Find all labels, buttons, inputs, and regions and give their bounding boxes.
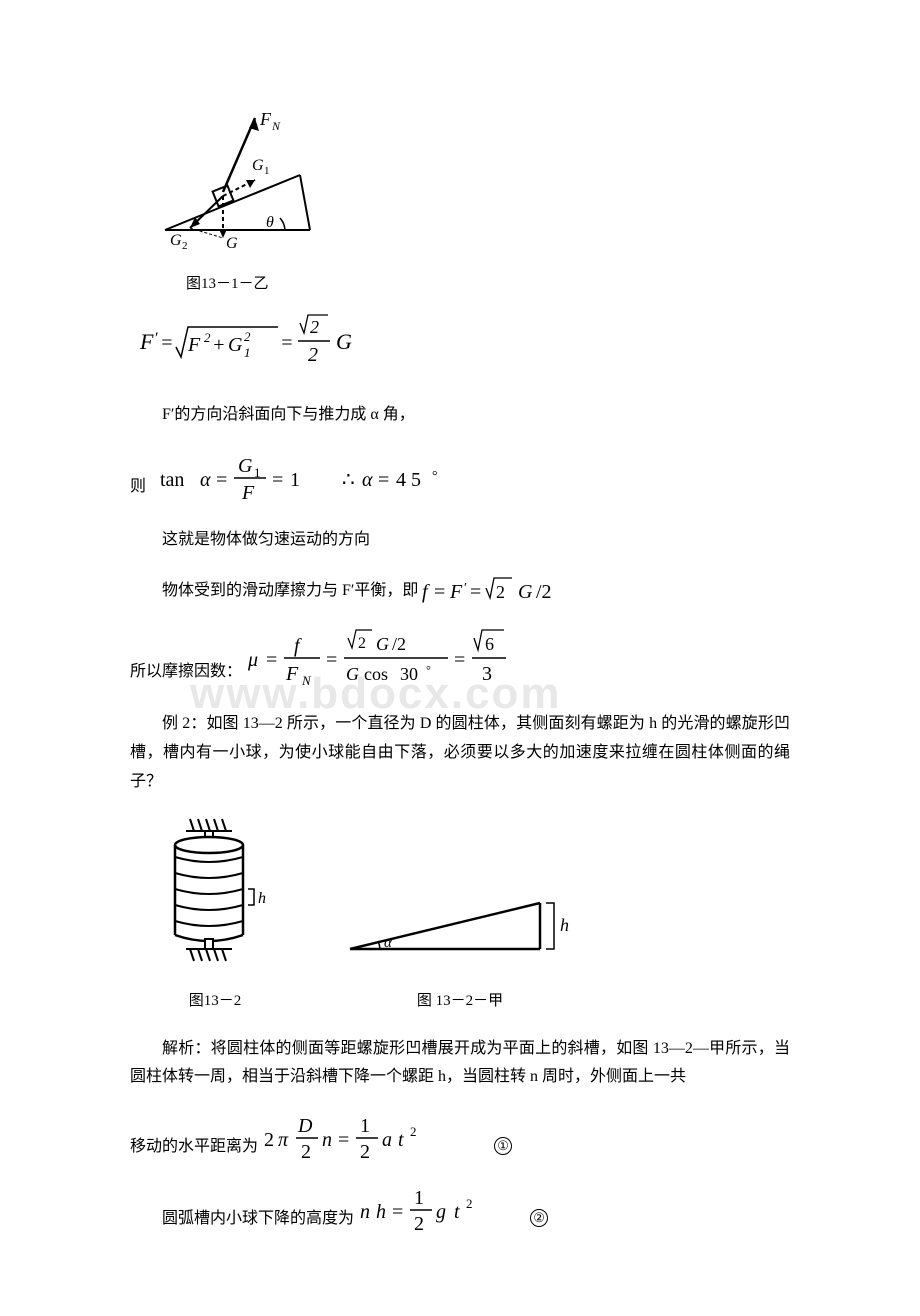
diagram-row: h 图13－2 α h 图 13－2－甲 bbox=[160, 817, 790, 1015]
svg-text:F: F bbox=[241, 482, 255, 504]
svg-text:=: = bbox=[326, 649, 337, 671]
formula-vertical: 圆弧槽内小球下降的高度为 n h = 1 2 g t 2 ② bbox=[162, 1184, 790, 1238]
svg-text:α: α bbox=[384, 935, 393, 951]
svg-text:2: 2 bbox=[301, 1141, 311, 1163]
svg-text:F: F bbox=[449, 581, 463, 603]
svg-text:g: g bbox=[436, 1201, 446, 1223]
svg-text:n: n bbox=[322, 1129, 332, 1151]
svg-text:h: h bbox=[560, 915, 569, 935]
svg-text:=: = bbox=[280, 332, 294, 354]
svg-text:2: 2 bbox=[360, 1141, 370, 1163]
svg-text:=: = bbox=[160, 332, 174, 354]
svg-text:G: G bbox=[518, 581, 533, 603]
svg-text:α: α bbox=[200, 469, 211, 491]
formula-mu: 所以摩擦因数： μ = f F N = 2 G /2 G cos 30 ° = … bbox=[130, 628, 790, 690]
para-uniform-motion: 这就是物体做匀速运动的方向 bbox=[130, 526, 790, 555]
svg-text:3: 3 bbox=[482, 663, 492, 685]
svg-text:∴: ∴ bbox=[342, 469, 355, 491]
force-diagram: θ F N G 1 G G 2 图13－1－乙 bbox=[160, 110, 790, 298]
svg-text:′: ′ bbox=[464, 581, 467, 596]
svg-text:2: 2 bbox=[308, 344, 318, 366]
svg-text:/2: /2 bbox=[536, 581, 552, 603]
svg-text:=: = bbox=[378, 469, 389, 491]
svg-text:°: ° bbox=[432, 469, 438, 484]
svg-text:1: 1 bbox=[414, 1187, 424, 1209]
svg-text:n: n bbox=[360, 1201, 370, 1223]
triangle-diagram: α h 图 13－2－甲 bbox=[340, 887, 580, 1015]
svg-text:G: G bbox=[226, 235, 238, 252]
svg-text:N: N bbox=[271, 119, 281, 133]
svg-text:cos: cos bbox=[364, 664, 388, 684]
svg-text:1: 1 bbox=[290, 469, 300, 491]
svg-text:6: 6 bbox=[485, 634, 494, 654]
svg-text:2: 2 bbox=[358, 635, 366, 652]
theta-label: θ bbox=[266, 214, 274, 231]
para-analysis: 解析：将圆柱体的侧面等距螺旋形凹槽展开成为平面上的斜槽，如图 13—2—甲所示，… bbox=[130, 1035, 790, 1093]
svg-text:a: a bbox=[382, 1129, 392, 1151]
svg-text:G: G bbox=[170, 232, 182, 249]
svg-text:F: F bbox=[259, 110, 272, 129]
svg-text:α: α bbox=[362, 469, 373, 491]
svg-text:f: f bbox=[294, 635, 302, 657]
svg-text:4 5: 4 5 bbox=[396, 469, 421, 491]
svg-text:2: 2 bbox=[310, 317, 319, 337]
svg-text:2: 2 bbox=[264, 1129, 274, 1151]
example2-text: 例 2：如图 13—2 所示，一个直径为 D 的圆柱体，其侧面刻有螺距为 h 的… bbox=[130, 710, 790, 796]
para-friction-balance: 物体受到的滑动摩擦力与 F′平衡，即 f = F ′ = 2 G /2 bbox=[162, 574, 790, 608]
svg-text:G: G bbox=[228, 334, 243, 356]
svg-text:μ: μ bbox=[248, 649, 258, 671]
svg-text:D: D bbox=[297, 1115, 313, 1137]
para-direction: F′的方向沿斜面向下与推力成 α 角， bbox=[130, 401, 790, 430]
svg-text:2: 2 bbox=[244, 329, 251, 344]
svg-text:G: G bbox=[336, 329, 352, 354]
svg-text:/2: /2 bbox=[392, 634, 406, 654]
svg-text:2: 2 bbox=[414, 1213, 424, 1235]
svg-text:f: f bbox=[422, 581, 430, 603]
svg-text:1: 1 bbox=[264, 165, 270, 177]
svg-text:2: 2 bbox=[182, 240, 188, 252]
svg-text:2: 2 bbox=[466, 1196, 473, 1211]
svg-text:2: 2 bbox=[410, 1124, 417, 1139]
svg-text:=: = bbox=[470, 581, 481, 603]
svg-text:′: ′ bbox=[154, 330, 158, 347]
svg-text:=: = bbox=[266, 649, 277, 671]
svg-text:F: F bbox=[285, 663, 299, 685]
eq-number-1: ① bbox=[494, 1137, 512, 1155]
svg-text:t: t bbox=[454, 1201, 460, 1223]
svg-text:F: F bbox=[140, 329, 154, 354]
svg-text:h: h bbox=[376, 1201, 386, 1223]
svg-text:=: = bbox=[454, 649, 465, 671]
svg-text:G: G bbox=[252, 157, 264, 174]
eq-number-2: ② bbox=[530, 1209, 548, 1227]
svg-text:F: F bbox=[187, 334, 201, 356]
svg-text:2: 2 bbox=[204, 330, 211, 345]
svg-text:+: + bbox=[212, 334, 226, 356]
svg-text:G: G bbox=[346, 664, 359, 684]
svg-text:h: h bbox=[258, 890, 266, 907]
svg-text:G: G bbox=[238, 455, 253, 477]
svg-text:=: = bbox=[338, 1129, 349, 1151]
diagram1-caption: 图13－1－乙 bbox=[186, 271, 790, 298]
diagram2a-caption: 图13－2 bbox=[160, 988, 270, 1015]
svg-text:30: 30 bbox=[400, 664, 418, 684]
formula-fprime: F ′ = F 2 + G 1 2 = 2 2 G bbox=[140, 313, 790, 381]
svg-text:°: ° bbox=[426, 663, 431, 677]
svg-text:=: = bbox=[216, 469, 227, 491]
cylinder-diagram: h 图13－2 bbox=[160, 817, 270, 1015]
formula-horizontal: 移动的水平距离为 2 π D 2 n = 1 2 a t 2 ① bbox=[130, 1112, 790, 1166]
svg-text:2: 2 bbox=[496, 582, 505, 602]
svg-text:G: G bbox=[376, 634, 389, 654]
svg-text:π: π bbox=[278, 1129, 289, 1151]
svg-text:=: = bbox=[392, 1201, 403, 1223]
diagram2b-caption: 图 13－2－甲 bbox=[340, 988, 580, 1015]
formula-tan-alpha: 则 tan α = G 1 F = 1 ∴ α = 4 5 ° bbox=[130, 450, 790, 506]
svg-text:=: = bbox=[272, 469, 283, 491]
svg-text:t: t bbox=[398, 1129, 404, 1151]
svg-text:N: N bbox=[301, 673, 312, 688]
svg-text:1: 1 bbox=[244, 345, 251, 360]
svg-text:1: 1 bbox=[360, 1115, 370, 1137]
svg-text:tan: tan bbox=[160, 469, 184, 491]
svg-text:=: = bbox=[434, 581, 445, 603]
